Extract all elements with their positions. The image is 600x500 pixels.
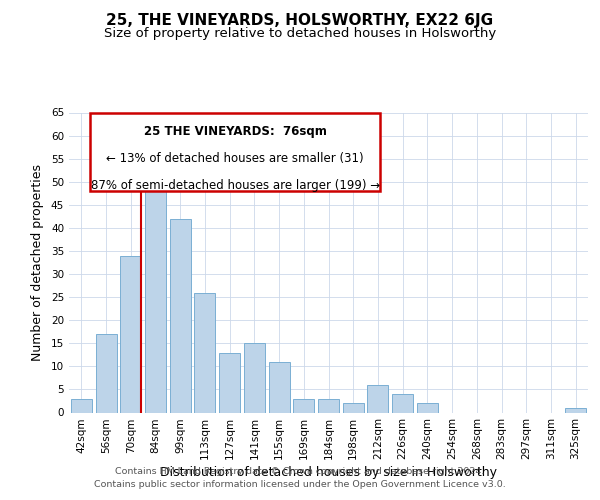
X-axis label: Distribution of detached houses by size in Holsworthy: Distribution of detached houses by size … (160, 466, 497, 479)
FancyBboxPatch shape (90, 112, 380, 190)
Bar (565, 408, 586, 412)
Text: ← 13% of detached houses are smaller (31): ← 13% of detached houses are smaller (31… (106, 152, 364, 164)
Y-axis label: Number of detached properties: Number of detached properties (31, 164, 44, 361)
Bar (145, 168, 166, 412)
Bar (95, 334, 116, 412)
Bar (244, 344, 265, 412)
Bar (343, 404, 364, 412)
Text: 87% of semi-detached houses are larger (199) →: 87% of semi-detached houses are larger (… (91, 178, 380, 192)
Text: Size of property relative to detached houses in Holsworthy: Size of property relative to detached ho… (104, 28, 496, 40)
Bar (120, 256, 141, 412)
Bar (71, 398, 92, 412)
Text: Contains HM Land Registry data © Crown copyright and database right 2024.: Contains HM Land Registry data © Crown c… (115, 467, 485, 476)
Bar (417, 404, 438, 412)
Text: 25 THE VINEYARDS:  76sqm: 25 THE VINEYARDS: 76sqm (143, 124, 326, 138)
Bar (194, 292, 215, 412)
Bar (170, 218, 191, 412)
Bar (392, 394, 413, 412)
Bar (367, 385, 388, 412)
Text: Contains public sector information licensed under the Open Government Licence v3: Contains public sector information licen… (94, 480, 506, 489)
Bar (293, 398, 314, 412)
Bar (219, 352, 240, 412)
Bar (318, 398, 339, 412)
Text: 25, THE VINEYARDS, HOLSWORTHY, EX22 6JG: 25, THE VINEYARDS, HOLSWORTHY, EX22 6JG (106, 12, 494, 28)
Bar (269, 362, 290, 412)
